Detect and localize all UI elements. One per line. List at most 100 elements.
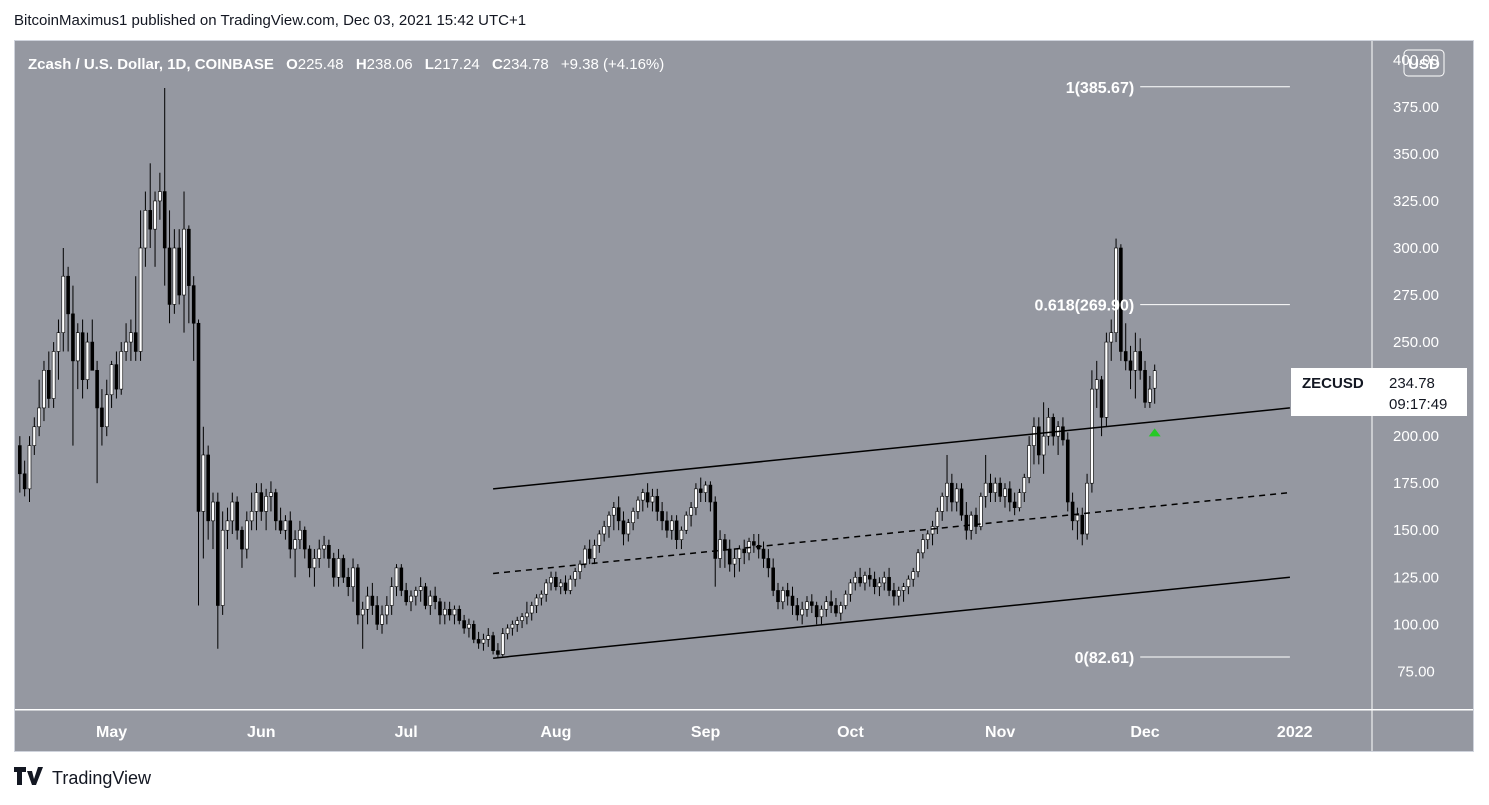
- candle: [1119, 244, 1123, 361]
- candle-body: [998, 482, 1002, 497]
- candle: [650, 488, 655, 512]
- candle: [148, 163, 153, 248]
- candle: [665, 511, 669, 538]
- candle-body: [554, 576, 558, 587]
- candle-body: [249, 511, 254, 522]
- candle-body: [1046, 417, 1051, 437]
- candle: [539, 590, 544, 606]
- candle-body: [457, 608, 462, 621]
- candle: [452, 605, 457, 625]
- candle: [853, 571, 858, 591]
- candle-body: [322, 544, 326, 550]
- candle: [631, 507, 635, 531]
- candle-body: [935, 511, 940, 527]
- candle-body: [761, 548, 766, 559]
- candle-body: [969, 514, 973, 531]
- candle: [636, 496, 640, 519]
- candle: [249, 492, 254, 531]
- candle: [394, 564, 399, 597]
- candle: [322, 535, 326, 559]
- candle: [37, 379, 41, 437]
- chart[interactable]: 1(385.67) 0.618(269.90) 0(82.61) 400.00 375…: [14, 40, 1474, 752]
- candle-body: [380, 614, 384, 625]
- candle: [462, 614, 466, 634]
- candle-body: [433, 595, 437, 603]
- currency-badge[interactable]: USD: [1403, 49, 1445, 77]
- fib-label: 0.618(269.90): [1035, 298, 1135, 315]
- candle-body: [394, 567, 399, 587]
- candle: [983, 454, 988, 508]
- candle: [761, 541, 766, 568]
- candle: [104, 379, 109, 437]
- candle: [867, 567, 872, 587]
- candle-body: [945, 482, 949, 497]
- candle: [245, 511, 249, 559]
- candle-body: [993, 482, 998, 493]
- candle: [211, 492, 215, 550]
- candle: [283, 515, 288, 540]
- candle-body: [211, 501, 215, 522]
- candle: [1133, 332, 1138, 399]
- time-axis[interactable]: [15, 710, 1473, 751]
- candle: [225, 507, 230, 550]
- candle-body: [341, 558, 346, 578]
- candle-body: [983, 482, 988, 497]
- candle-body: [974, 514, 978, 527]
- candle: [317, 539, 322, 568]
- candle: [1022, 473, 1027, 503]
- candle-body: [959, 488, 964, 516]
- candle-body: [409, 595, 413, 603]
- candle: [273, 488, 278, 531]
- candle-body: [732, 558, 737, 565]
- candle: [669, 515, 674, 540]
- candle-body: [496, 650, 500, 655]
- candle: [196, 319, 201, 606]
- candle: [795, 597, 800, 621]
- candle: [616, 496, 621, 531]
- publisher-line: BitcoinMaximus1 published on TradingView…: [14, 12, 527, 29]
- candle: [486, 628, 491, 647]
- y-tick-label: 125.00: [1393, 569, 1439, 586]
- candles-group: [18, 88, 1157, 659]
- candle-body: [515, 620, 520, 625]
- x-tick-label: Aug: [540, 724, 571, 741]
- candle-body: [1008, 488, 1012, 503]
- candle-body: [640, 492, 645, 501]
- candle: [346, 567, 351, 597]
- candle-body: [331, 558, 336, 578]
- candle-body: [1128, 360, 1133, 371]
- candle: [433, 586, 437, 610]
- candle-body: [235, 501, 239, 531]
- candle: [969, 511, 973, 540]
- candle: [206, 445, 210, 540]
- candle: [491, 631, 495, 655]
- candle: [607, 511, 611, 538]
- y-tick-label: 200.00: [1393, 428, 1439, 445]
- candle-body: [621, 520, 626, 535]
- candle-body: [428, 595, 433, 606]
- candle-body: [32, 426, 37, 446]
- candle-body: [278, 520, 283, 531]
- candle-body: [51, 351, 56, 399]
- candle: [414, 586, 418, 606]
- candle-body: [612, 507, 616, 516]
- candle-body: [47, 369, 51, 399]
- candle: [1123, 323, 1128, 371]
- candle-body: [573, 571, 577, 580]
- candle: [80, 319, 85, 399]
- candle-body: [476, 639, 481, 644]
- candle-body: [414, 590, 418, 597]
- candle-body: [172, 247, 177, 305]
- candle-body: [925, 533, 930, 540]
- candle: [443, 601, 447, 625]
- candle: [684, 511, 689, 535]
- candle: [119, 342, 124, 395]
- tradingview-logo-icon: [14, 767, 44, 790]
- candle-body: [525, 612, 529, 618]
- candle: [109, 360, 114, 408]
- candle-body: [694, 488, 698, 508]
- candle-body: [389, 586, 394, 606]
- plot-area[interactable]: [15, 41, 1372, 709]
- candle-body: [471, 624, 476, 640]
- candle-body: [1036, 426, 1041, 456]
